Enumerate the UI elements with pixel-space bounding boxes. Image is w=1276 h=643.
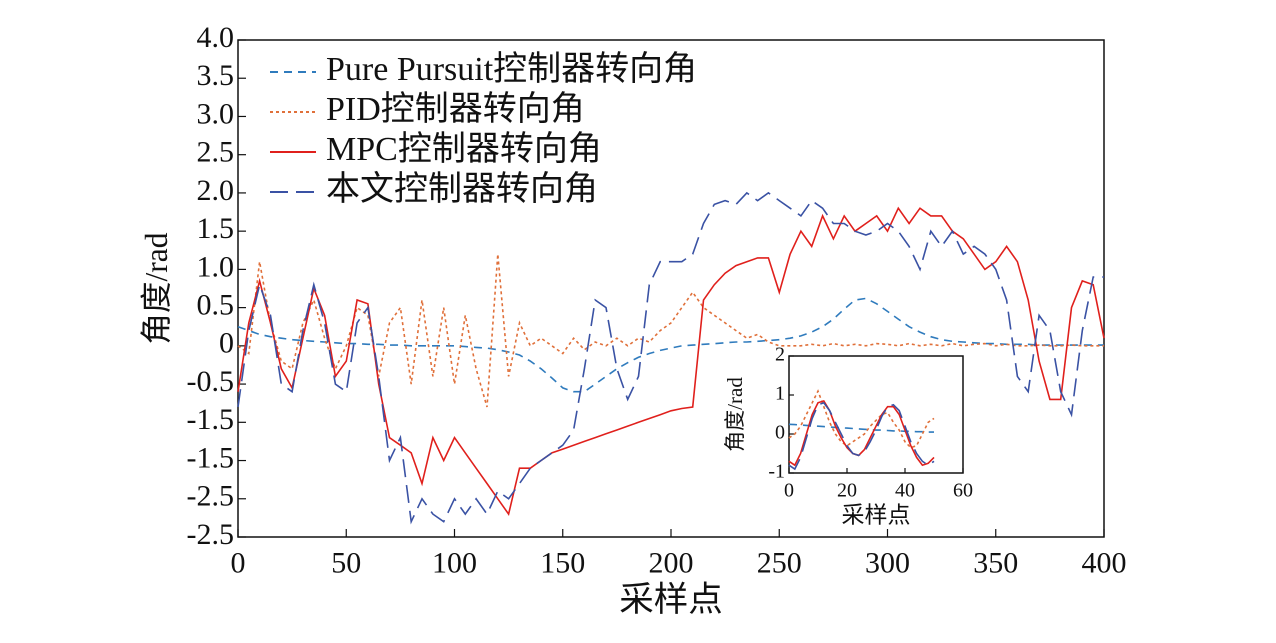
x-tick-label: 50	[331, 546, 361, 579]
legend-label: 本文控制器转向角	[326, 170, 598, 208]
plot-area	[788, 355, 964, 474]
series-line	[237, 297, 1104, 393]
series-line	[237, 191, 1104, 525]
x-tick-label: 200	[649, 546, 694, 579]
x-tick-label: 300	[865, 546, 910, 579]
series-line	[788, 423, 934, 433]
x-tick-label: 0	[231, 546, 246, 579]
y-axis-label: 角度/rad	[723, 377, 747, 452]
x-tick-label: 400	[1082, 546, 1127, 579]
y-tick-label: -0.5	[187, 365, 235, 398]
x-tick-label: 250	[757, 546, 802, 579]
y-tick-label: -1.5	[187, 441, 235, 474]
y-tick-label: 3.5	[197, 59, 235, 92]
y-tick-label: 0	[775, 422, 785, 444]
y-tick-label: 3.0	[197, 97, 235, 130]
y-tick-label: 2.0	[197, 174, 235, 207]
y-tick-label: 1.0	[197, 250, 235, 283]
y-axis-label: 角度/rad	[139, 232, 174, 344]
x-tick-label: 20	[837, 480, 857, 502]
legend-label: MPC控制器转向角	[326, 130, 602, 168]
y-tick-label: 1	[775, 383, 785, 405]
y-tick-label: -2.5	[187, 518, 235, 551]
y-tick-label: 2.5	[197, 136, 235, 169]
x-tick-label: 0	[784, 480, 794, 502]
y-tick-label: 4.0	[197, 21, 235, 54]
x-tick-label: 40	[895, 480, 915, 502]
y-tick-label: 0	[219, 327, 234, 360]
series-line	[788, 399, 935, 467]
legend-label: PID控制器转向角	[326, 90, 585, 128]
y-tick-label: 1.5	[197, 212, 235, 245]
y-tick-label: -2.5	[187, 480, 235, 513]
series-line	[237, 206, 1105, 517]
y-tick-label: 0.5	[197, 289, 235, 322]
x-tick-label: 100	[432, 546, 477, 579]
x-tick-label: 350	[973, 546, 1018, 579]
legend-label: Pure Pursuit控制器转向角	[326, 50, 697, 88]
y-tick-label: -1	[768, 461, 785, 483]
x-tick-label: 60	[953, 480, 973, 502]
x-tick-label: 150	[540, 546, 585, 579]
series-line	[788, 401, 935, 471]
x-axis-label: 采样点	[619, 581, 723, 619]
x-axis-label: 采样点	[842, 502, 911, 527]
series-line	[237, 254, 1104, 408]
y-tick-label: 2	[775, 344, 785, 366]
y-tick-label: -1.5	[187, 403, 235, 436]
